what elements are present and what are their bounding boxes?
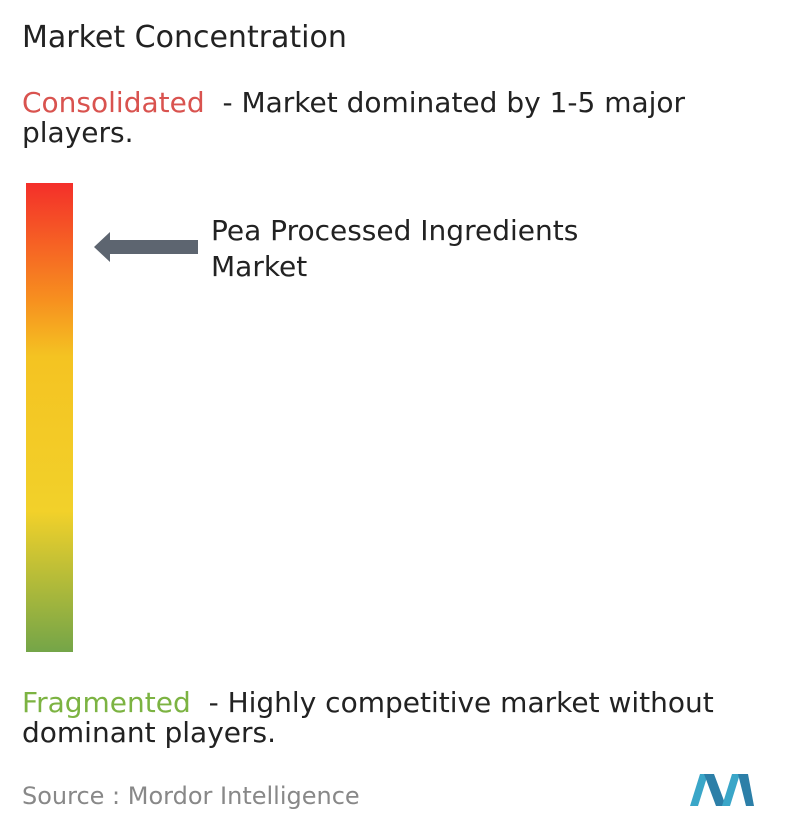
fragmented-description: - Highly competitive market without domi…	[22, 686, 714, 749]
consolidated: Consolidated - Market dominated by 1-5 m…	[22, 88, 792, 148]
logo	[690, 774, 754, 806]
market-label: Pea Processed Ingredients Market	[211, 214, 579, 283]
arrow	[94, 232, 198, 262]
concentration-bar	[26, 183, 73, 652]
title: Market Concentration	[22, 20, 347, 55]
fragmented: Fragmented - Highly competitive market w…	[22, 688, 792, 748]
consolidated-description: - Market dominated by 1-5 major players.	[22, 86, 686, 149]
consolidated-label: Consolidated	[22, 86, 205, 119]
source: Source : Mordor Intelligence	[22, 782, 360, 810]
fragmented-label: Fragmented	[22, 686, 191, 719]
